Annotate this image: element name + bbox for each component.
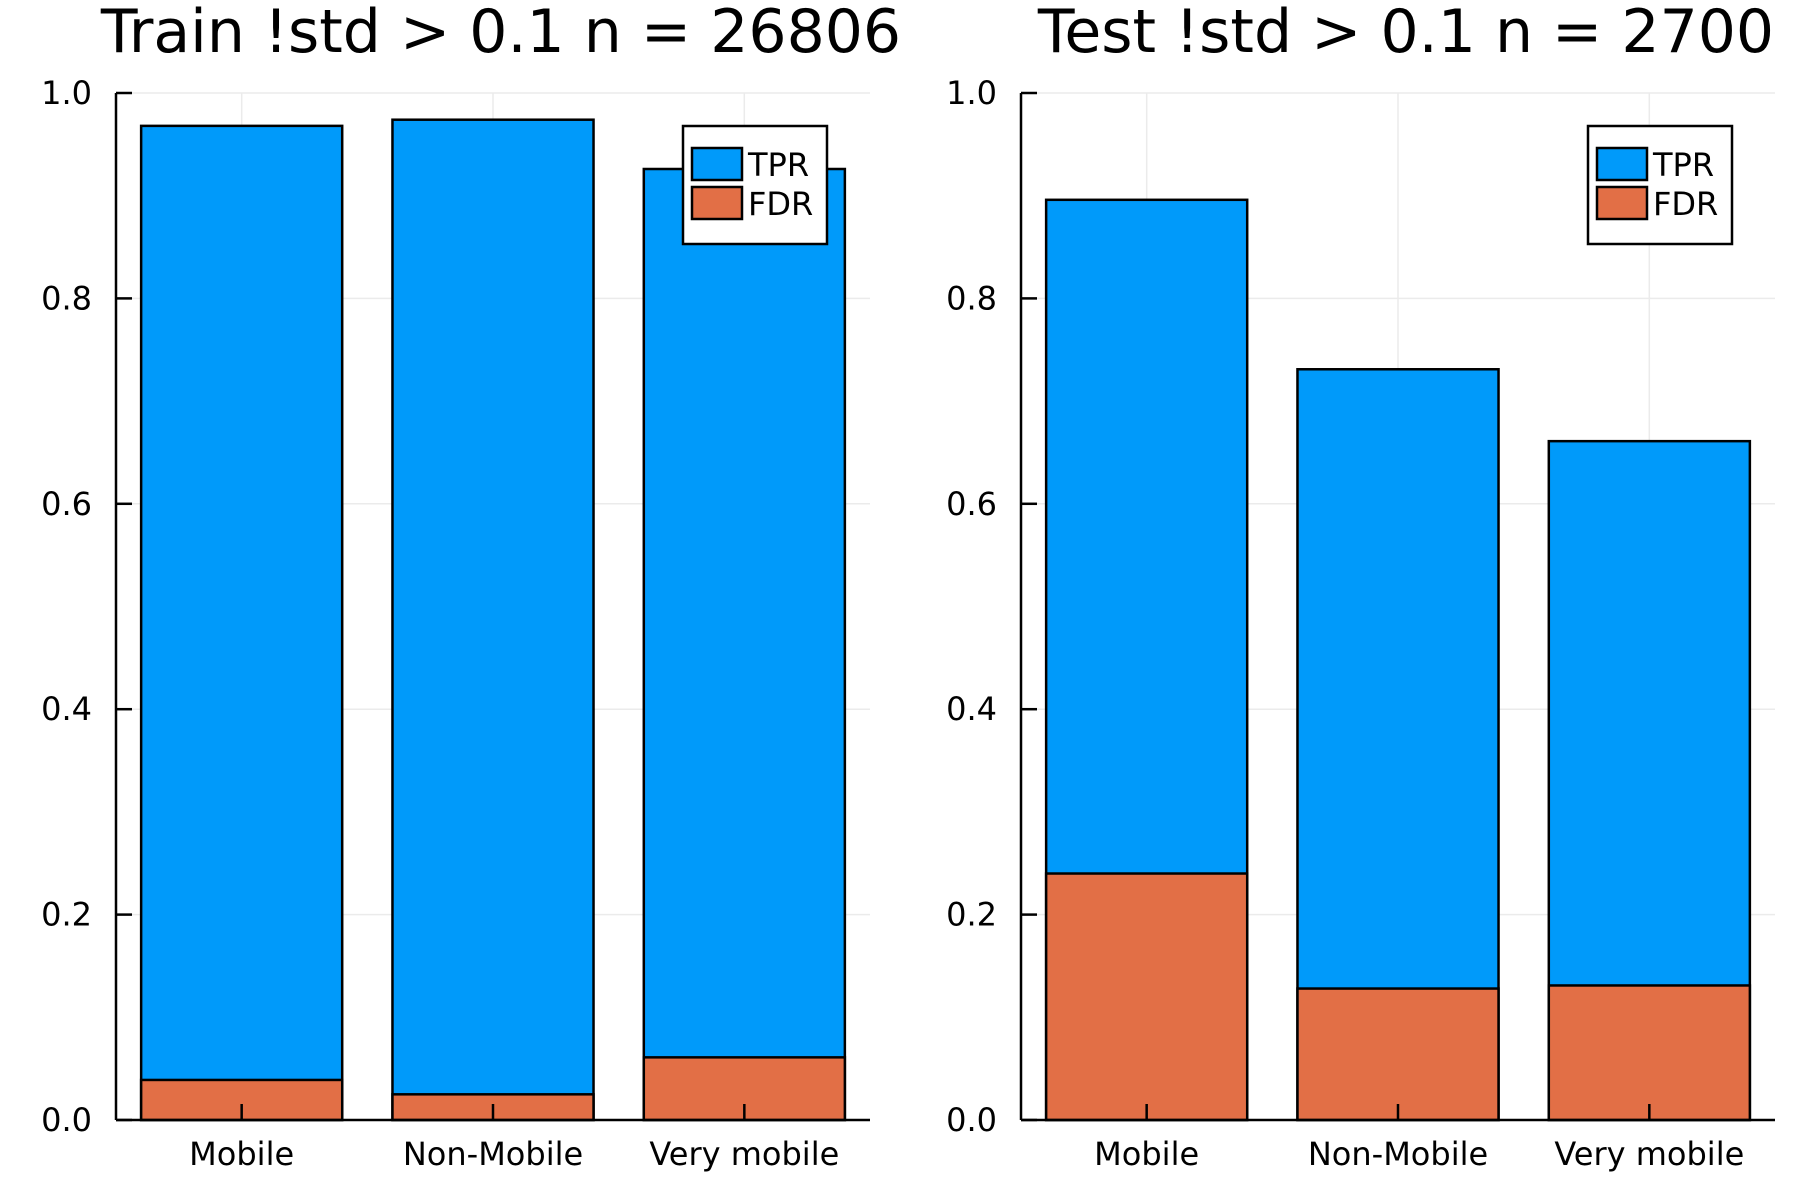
bar-tpr-non-mobile: [391, 118, 595, 1122]
y-tick-label: 0.6: [41, 485, 92, 523]
x-tick-label: Non-Mobile: [403, 1135, 583, 1173]
legend-label-fdr: FDR: [1653, 185, 1718, 223]
y-tick-label: 0.6: [946, 485, 997, 523]
bar-tpr-very-mobile: [642, 167, 847, 1122]
legend-box: [1586, 124, 1734, 246]
legend-swatch-fdr: [690, 185, 744, 221]
x-tick-label: Mobile: [189, 1135, 294, 1173]
x-tick-label: Very mobile: [649, 1135, 839, 1173]
y-tick-label: 0.0: [41, 1101, 92, 1139]
y-tick-label: 0.8: [946, 279, 997, 317]
chart-panel-1: Test !std > 0.1 n = 2700 0.0 0.2 0.4 0.6 0.8 1…: [946, 0, 1775, 1173]
legend-swatch-tpr: [690, 146, 744, 182]
bar-tpr-mobile: [139, 124, 344, 1122]
legend-label-tpr: TPR: [1652, 146, 1714, 184]
bar-fdr-non-mobile: [1296, 987, 1500, 1122]
y-tick-label: 0.0: [946, 1101, 997, 1139]
y-tick-label: 1.0: [41, 74, 92, 112]
bar-fdr-mobile: [1044, 872, 1249, 1122]
legend-swatch-fdr: [1595, 185, 1649, 221]
bar-fdr-very-mobile: [1547, 984, 1752, 1122]
y-tick-label: 0.8: [41, 279, 92, 317]
legend-swatch-tpr: [1595, 146, 1649, 182]
y-tick-label: 1.0: [946, 74, 997, 112]
legend-box: [681, 124, 829, 246]
legend-label-tpr: TPR: [747, 146, 809, 184]
chart-panel-0: Train !std > 0.1 n = 26806 0.0 0.2 0.4 0.6 0.…: [41, 0, 901, 1173]
y-tick-label: 0.2: [41, 896, 92, 934]
y-tick-label: 0.2: [946, 896, 997, 934]
x-tick-label: Non-Mobile: [1308, 1135, 1488, 1173]
y-tick-label: 0.4: [41, 690, 92, 728]
x-tick-label: Very mobile: [1554, 1135, 1744, 1173]
y-tick-label: 0.4: [946, 690, 997, 728]
chart-title: Test !std > 0.1 n = 2700: [1037, 0, 1774, 67]
chart-title: Train !std > 0.1 n = 26806: [100, 0, 901, 67]
x-tick-label: Mobile: [1094, 1135, 1199, 1173]
legend-label-fdr: FDR: [748, 185, 813, 223]
